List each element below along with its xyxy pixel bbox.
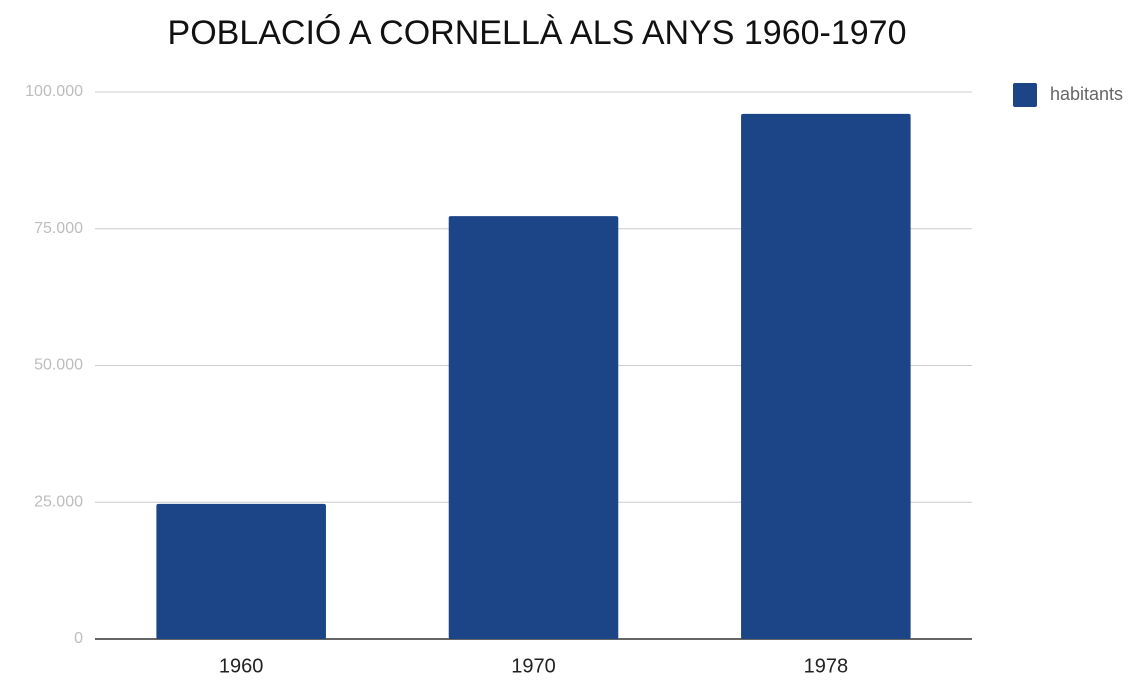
bar — [156, 503, 326, 639]
chart-title: POBLACIÓ A CORNELLÀ ALS ANYS 1960-1970 — [168, 14, 907, 52]
bar — [741, 113, 911, 639]
legend-label: habitants — [1050, 84, 1123, 104]
x-tick-label: 1960 — [219, 655, 264, 677]
bar — [448, 216, 619, 639]
y-tick-label: 0 — [74, 630, 83, 647]
y-tick-label: 75.000 — [34, 220, 83, 237]
x-tick-label: 1970 — [511, 655, 556, 677]
y-tick-label: 50.000 — [34, 357, 83, 374]
x-tick-label: 1978 — [804, 655, 849, 677]
y-tick-label: 100.000 — [25, 83, 83, 100]
legend-swatch — [1013, 83, 1037, 107]
y-tick-label: 25.000 — [34, 493, 83, 510]
